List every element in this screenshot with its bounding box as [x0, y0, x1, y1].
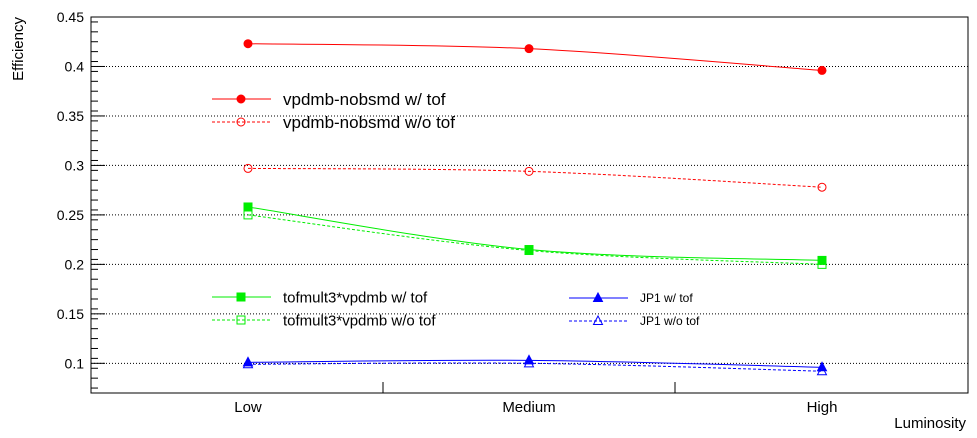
x-tick-label: High: [807, 399, 838, 416]
grid-lines: [91, 16, 968, 364]
series-line: [247, 167, 823, 188]
data-point: [242, 358, 254, 369]
legend-2: JP1 w/ tof JP1 w/o tof: [569, 291, 700, 328]
legend-marker: [236, 315, 246, 325]
data-point: [523, 357, 535, 368]
data-point: [817, 182, 827, 192]
legend-marker: [236, 117, 246, 127]
plot-frame: [90, 16, 969, 394]
legend-marker: [236, 292, 246, 302]
data-point: [817, 65, 827, 75]
data-point: [816, 365, 828, 376]
series-group: [242, 39, 828, 376]
legend-marker: [236, 94, 246, 104]
data-point: [524, 246, 534, 256]
series-5: [242, 357, 828, 376]
series-line: [247, 214, 823, 265]
x-tick-label: Low: [234, 399, 262, 416]
legend-label: vpdmb-nobsmd w/o tof: [283, 113, 455, 132]
data-point: [243, 163, 253, 173]
y-tick-label: 0.45: [57, 9, 84, 25]
legend-label: JP1 w/ tof: [640, 291, 693, 305]
data-point: [243, 39, 253, 49]
legend-0: vpdmb-nobsmd w/ tof vpdmb-nobsmd w/o tof: [212, 90, 455, 132]
legend-marker: [592, 314, 604, 325]
legend-1: tofmult3*vpdmb w/ tof tofmult3*vpdmb w/o …: [212, 289, 436, 329]
legend-label: JP1 w/o tof: [640, 314, 700, 328]
legend-label: tofmult3*vpdmb w/o tof: [283, 312, 436, 329]
y-tick-label: 0.2: [65, 256, 85, 272]
x-tick-label: Medium: [502, 399, 555, 416]
data-point: [523, 354, 535, 365]
legend-marker: [592, 291, 604, 302]
legend-label: tofmult3*vpdmb w/ tof: [283, 289, 428, 306]
y-axis: 0.1 0.15 0.2 0.25 0.3 0.35 0.4 0.45: [57, 9, 105, 389]
y-tick-label: 0.3: [65, 157, 85, 173]
y-tick-label: 0.35: [57, 108, 84, 124]
y-tick-label: 0.4: [65, 58, 85, 74]
y-tick-label: 0.25: [57, 207, 84, 223]
x-axis: Low Medium High: [234, 382, 837, 416]
y-tick-label: 0.1: [65, 355, 85, 371]
data-point: [243, 202, 253, 212]
legend-group: vpdmb-nobsmd w/ tof vpdmb-nobsmd w/o tof t…: [212, 90, 700, 329]
series-2: [243, 202, 827, 265]
y-tick-label: 0.15: [57, 306, 84, 322]
series-3: [243, 210, 827, 269]
legend-label: vpdmb-nobsmd w/ tof: [283, 90, 446, 109]
series-1: [243, 163, 827, 192]
data-point: [524, 44, 534, 54]
x-axis-title: Luminosity: [894, 415, 966, 432]
series-line: [247, 362, 823, 372]
data-point: [243, 210, 253, 220]
series-0: [243, 39, 827, 75]
y-axis-title: Efficiency: [10, 17, 27, 81]
data-point: [817, 259, 827, 269]
data-point: [524, 166, 534, 176]
